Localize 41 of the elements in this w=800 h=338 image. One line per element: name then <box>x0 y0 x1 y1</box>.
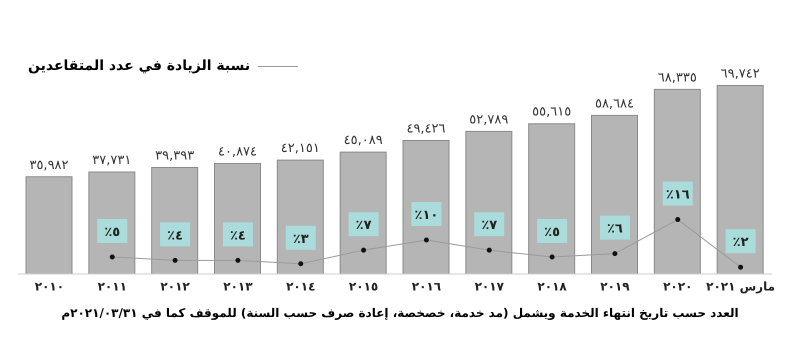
x-tick-label: ٢٠١٦ <box>412 280 442 294</box>
bar <box>26 176 72 274</box>
data-label: ٪١٠ <box>414 208 438 223</box>
data-label: ٪٥ <box>544 224 560 240</box>
data-label: ٪٤ <box>230 228 246 244</box>
data-label: ٣٧,٧٣١ <box>92 153 132 168</box>
x-tick-label: مارس ٢٠٢١ <box>706 280 776 294</box>
x-tick-label: ٢٠١٨ <box>537 280 568 294</box>
data-label: ٤٠,٨٧٤ <box>218 144 258 160</box>
data-label: ٪٧ <box>356 218 372 234</box>
data-label: ٪١٦ <box>666 188 690 203</box>
data-label: ٥٥,٦١٥ <box>532 104 572 120</box>
data-label: ٤٢,١٥١ <box>280 141 320 156</box>
data-label: ٪٣ <box>292 232 309 247</box>
data-label: ٦٨,٣٣٥ <box>658 70 697 86</box>
x-tick-label: ٢٠١٤ <box>286 280 316 294</box>
x-tick-label: ٢٠١١ <box>98 280 127 294</box>
data-label: ٪٧ <box>481 218 498 234</box>
x-tick-label: ٢٠١٩ <box>600 280 630 294</box>
data-label: ٪٢ <box>732 235 749 250</box>
data-label: ٣٥,٩٨٢ <box>29 158 69 173</box>
x-tick-label: ٢٠٢٠ <box>663 280 692 294</box>
x-tick-label: ٢٠١٠ <box>34 280 64 294</box>
data-label: ٪٤ <box>167 228 184 244</box>
data-label: ٤٩,٤٢٦ <box>406 121 446 136</box>
x-tick-label: ٢٠١٧ <box>474 280 505 294</box>
x-tick-label: ٢٠١٥ <box>348 280 378 294</box>
data-label: ٤٥,٠٨٩ <box>344 133 383 148</box>
text: العدد حسب تاريخ انتهاء الخدمة ويشمل (مد خدمة، خصخصة، إعادة صرف حسب السنة) للموقف كما في ٢٠٢١/٠٣/٣١م <box>60 306 740 320</box>
legend-label: نسبة الزيادة في عدد المتقاعدين <box>28 58 250 74</box>
data-label: ٦٩,٧٤٢ <box>720 66 760 82</box>
data-label: ٥٨,٦٨٤ <box>594 96 634 112</box>
data-label: ٪٥ <box>104 224 120 240</box>
data-label: ٥٢,٧٨٩ <box>469 112 508 128</box>
bar <box>654 88 701 274</box>
data-label: ٣٩,٣٩٣ <box>155 148 194 164</box>
x-tick-label: ٢٠١٢ <box>160 280 190 294</box>
data-label: ٪٦ <box>606 222 623 237</box>
x-tick-label: ٢٠١٣ <box>223 280 254 294</box>
bar <box>591 114 638 274</box>
bar <box>716 85 764 274</box>
